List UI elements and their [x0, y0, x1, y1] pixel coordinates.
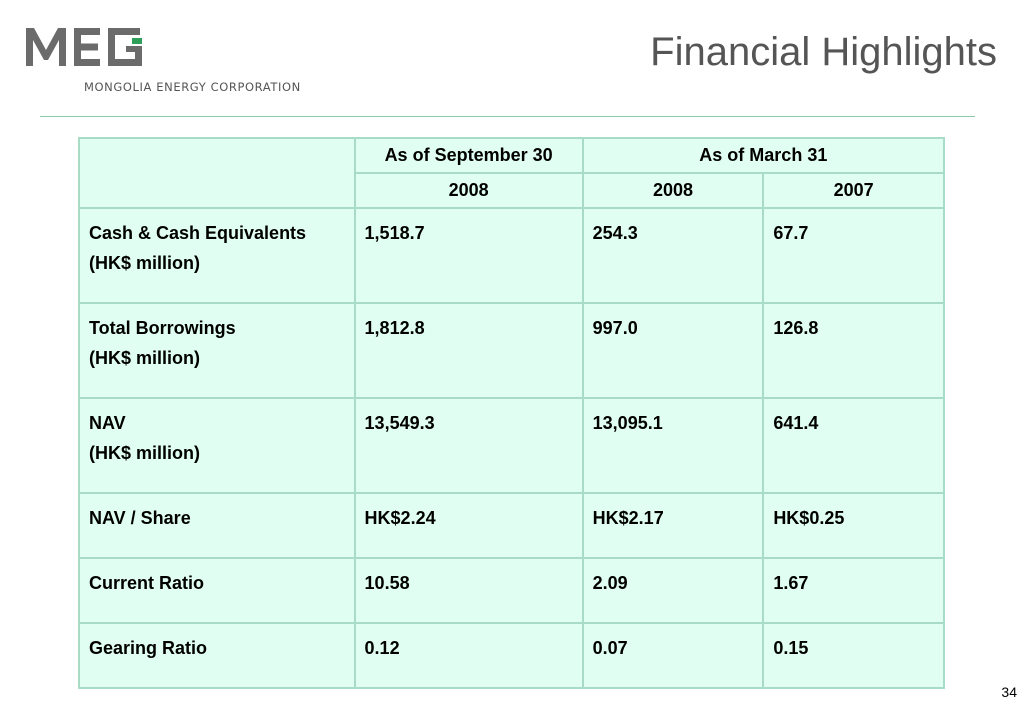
table-cell: 67.7 [762, 207, 945, 304]
header-year: 2007 [762, 172, 945, 209]
table-cell: 997.0 [581, 302, 765, 399]
table-cell: 1,812.8 [353, 302, 584, 399]
row-label-line1: Current Ratio [89, 573, 205, 593]
table-cell: HK$2.17 [581, 492, 765, 559]
row-label: Current Ratio [78, 557, 356, 624]
logo-subtitle: MONGOLIA ENERGY CORPORATION [84, 80, 301, 94]
row-label: Total Borrowings (HK$ million) [78, 302, 356, 399]
page-title: Financial Highlights [650, 30, 997, 74]
table-cell: HK$2.24 [353, 492, 584, 559]
row-label-line1: Total Borrowings [89, 318, 236, 338]
table-row: Gearing Ratio 0.12 0.07 0.15 [78, 622, 945, 689]
table-cell: 126.8 [762, 302, 945, 399]
company-logo: MONGOLIA ENERGY CORPORATION [24, 22, 324, 102]
row-label: Cash & Cash Equivalents (HK$ million) [78, 207, 356, 304]
table-row: NAV / Share HK$2.24 HK$2.17 HK$0.25 [78, 492, 945, 559]
row-label: NAV / Share [78, 492, 356, 559]
table-cell: 13,095.1 [581, 397, 765, 494]
financial-table: As of September 30 As of March 31 2008 2… [78, 137, 946, 689]
row-label-line2: (HK$ million) [89, 253, 200, 273]
row-label-line1: Gearing Ratio [89, 638, 208, 658]
row-label: Gearing Ratio [78, 622, 356, 689]
table-row: Cash & Cash Equivalents (HK$ million) 1,… [78, 207, 945, 304]
table-row: Total Borrowings (HK$ million) 1,812.8 9… [78, 302, 945, 399]
table-year-row: 2008 2008 2007 [79, 172, 945, 209]
table-row: NAV (HK$ million) 13,549.3 13,095.1 641.… [78, 397, 945, 494]
row-label: NAV (HK$ million) [78, 397, 356, 494]
meg-logo-mark [26, 28, 142, 66]
table-cell: 0.15 [762, 622, 945, 689]
header-group-september: As of September 30 [353, 137, 584, 174]
table-cell: 641.4 [762, 397, 945, 494]
row-label-line2: (HK$ million) [89, 348, 200, 368]
header-group-march: As of March 31 [581, 137, 946, 174]
row-label-line1: NAV [89, 413, 126, 433]
table-header-row: As of September 30 As of March 31 [78, 137, 946, 209]
row-label-line1: Cash & Cash Equivalents [89, 223, 307, 243]
table-cell: 1.67 [762, 557, 945, 624]
table-row: Current Ratio 10.58 2.09 1.67 [78, 557, 945, 624]
table-cell: 2.09 [581, 557, 765, 624]
header-empty-cell [78, 137, 356, 209]
header-year: 2008 [353, 172, 584, 209]
table-cell: 13,549.3 [353, 397, 584, 494]
row-label-line1: NAV / Share [89, 508, 191, 528]
row-label-line2: (HK$ million) [89, 443, 200, 463]
table-cell: 254.3 [581, 207, 765, 304]
table-cell: 10.58 [353, 557, 584, 624]
table-cell: 1,518.7 [353, 207, 584, 304]
header-year: 2008 [581, 172, 765, 209]
header-divider [40, 116, 975, 117]
table-cell: HK$0.25 [762, 492, 945, 559]
table-cell: 0.12 [353, 622, 584, 689]
table-cell: 0.07 [581, 622, 765, 689]
page-number: 34 [1001, 684, 1017, 700]
